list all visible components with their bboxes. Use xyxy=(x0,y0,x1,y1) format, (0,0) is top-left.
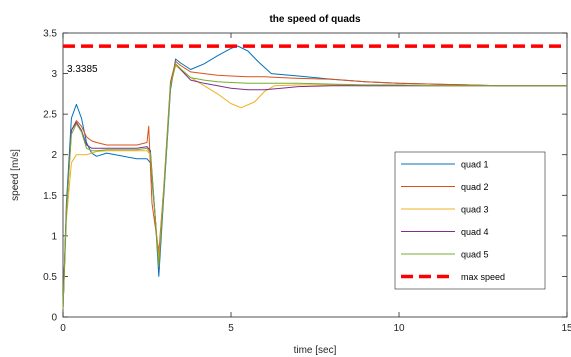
y-tick-label: 2.5 xyxy=(43,110,57,121)
legend-label-quad-1: quad 1 xyxy=(461,160,489,170)
y-tick-label: 3.5 xyxy=(43,29,57,40)
legend-label-max-speed: max speed xyxy=(461,272,505,282)
series-line-quad-2 xyxy=(62,60,567,309)
legend-label-quad-2: quad 2 xyxy=(461,182,489,192)
x-tick-label: 10 xyxy=(393,323,405,334)
legend-label-quad-5: quad 5 xyxy=(461,250,489,260)
max-speed-annotation: 3.3385 xyxy=(67,64,98,75)
series-line-quad-5 xyxy=(62,63,567,309)
y-axis-label: speed [m/s] xyxy=(10,149,21,201)
y-tick-label: 3 xyxy=(51,69,57,80)
legend-label-quad-4: quad 4 xyxy=(461,227,489,237)
y-tick-label: 0.5 xyxy=(43,272,57,283)
y-tick-label: 0 xyxy=(51,313,57,324)
x-axis-label: time [sec] xyxy=(294,345,337,356)
chart-title: the speed of quads xyxy=(269,14,361,25)
legend-label-quad-3: quad 3 xyxy=(461,205,489,215)
y-tick-label: 1 xyxy=(51,231,57,242)
legend: quad 1 quad 2 quad 3 quad 4 quad 5 max speed xyxy=(394,151,546,290)
x-tick-label: 5 xyxy=(228,323,234,334)
y-tick-label: 1.5 xyxy=(43,191,57,202)
legend-box xyxy=(394,151,546,290)
y-tick-label: 2 xyxy=(51,150,57,161)
x-tick-label: 0 xyxy=(60,323,66,334)
x-tick-label: 15 xyxy=(561,323,571,334)
